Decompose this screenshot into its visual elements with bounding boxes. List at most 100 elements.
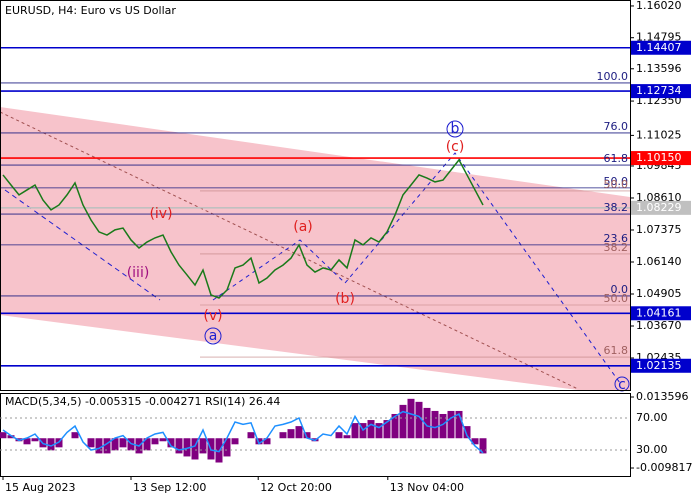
macd-bar	[287, 429, 295, 439]
macd-bar	[383, 420, 391, 439]
level-label: 1.08229	[636, 201, 682, 214]
fib-label: 61.8	[604, 152, 629, 165]
macd-bar	[31, 438, 39, 442]
macd-bar	[103, 438, 111, 454]
price-panel	[0, 0, 631, 391]
fib-label: 38.2	[604, 241, 629, 254]
macd-bar	[423, 407, 431, 439]
level-box	[631, 84, 691, 99]
x-tick-label: 13 Sep 12:00	[133, 481, 206, 494]
x-tick-label: 12 Oct 20:00	[260, 481, 332, 494]
macd-bar	[471, 438, 479, 445]
x-tick-label: 15 Aug 2023	[5, 481, 75, 494]
level-box	[631, 151, 691, 166]
macd-bar	[87, 438, 95, 448]
wave-label: (c)	[446, 139, 465, 155]
level-box	[631, 306, 691, 321]
y-tick-label: 1.13596	[636, 62, 682, 75]
macd-bar	[335, 432, 343, 439]
macd-bar	[279, 432, 287, 439]
macd-bar	[167, 438, 175, 448]
level-label: 1.14407	[636, 41, 682, 54]
wave-label: (b)	[335, 291, 355, 307]
level-box	[631, 40, 691, 55]
level-box	[631, 358, 691, 373]
macd-bar	[0, 432, 7, 439]
macd-bar	[263, 438, 271, 445]
macd-bar	[95, 438, 103, 454]
macd-bar	[479, 438, 487, 454]
y-tick-label: 1.03670	[636, 319, 682, 332]
y-tick-label: 1.07375	[636, 223, 682, 236]
wave-label: b	[451, 121, 460, 137]
wave-label: (iv)	[149, 206, 172, 222]
wave-label: (v)	[203, 308, 222, 324]
y-tick-label: 70.00	[636, 411, 668, 424]
macd-bar	[463, 426, 471, 439]
macd-bar	[191, 438, 199, 460]
wave-label: (iii)	[127, 265, 150, 281]
macd-bar	[231, 438, 239, 445]
macd-bar	[295, 426, 303, 439]
level-box	[631, 200, 691, 215]
macd-bar	[143, 438, 151, 451]
macd-bar	[343, 435, 351, 439]
y-tick-label: 1.04905	[636, 287, 682, 300]
macd-bar	[303, 432, 311, 439]
y-tick-label: 0.013596	[636, 390, 689, 403]
macd-bar	[455, 410, 463, 439]
macd-bar	[375, 423, 383, 439]
fib-label: 50.0	[604, 175, 629, 188]
fib-label: 100.0	[597, 70, 629, 83]
macd-bar	[447, 410, 455, 439]
price-line	[2, 158, 484, 299]
channel-mid	[0, 111, 579, 390]
macd-bar	[431, 410, 439, 439]
y-tick-label: 1.16020	[636, 0, 682, 12]
wave-line	[212, 152, 621, 384]
fib-label: 0.0	[611, 283, 629, 296]
macd-bar	[151, 438, 159, 445]
y-tick-label: 1.08610	[636, 191, 682, 204]
macd-bar	[23, 438, 31, 445]
y-tick-label: 1.11025	[636, 128, 682, 141]
level-label: 1.10150	[636, 151, 682, 164]
macd-bar	[439, 413, 447, 439]
macd-bar	[7, 435, 15, 439]
macd-bar	[111, 438, 119, 451]
macd-bar	[119, 438, 127, 448]
macd-bar	[183, 438, 191, 457]
macd-bar	[247, 432, 255, 439]
wave-label: (a)	[293, 219, 313, 235]
fib-label: 50.0	[604, 292, 629, 305]
level-label: 1.12734	[636, 84, 682, 97]
wave-label: a	[209, 328, 218, 344]
level-label: 1.02135	[636, 359, 682, 372]
y-tick-label: 1.14795	[636, 31, 682, 44]
macd-bar	[47, 438, 55, 451]
fib-label: 50.0	[604, 178, 629, 191]
macd-bar	[159, 438, 167, 442]
fib-label: 76.0	[604, 120, 629, 133]
wave-circle	[204, 327, 222, 345]
macd-bar	[199, 438, 207, 454]
macd-bar	[351, 423, 359, 439]
indicator-title: MACD(5,34,5) -0.005315 -0.004271 RSI(14)…	[5, 395, 280, 408]
macd-bar	[415, 401, 423, 439]
macd-bar	[71, 432, 79, 439]
macd-bar	[407, 398, 415, 439]
x-tick-label: 13 Nov 04:00	[390, 481, 464, 494]
y-tick-label: -0.009817	[636, 461, 692, 474]
y-tick-label: 30.00	[636, 443, 668, 456]
wave-label: c	[618, 377, 626, 393]
fib-label: 23.6	[604, 232, 629, 245]
rsi-line	[2, 410, 484, 454]
macd-bar	[391, 413, 399, 439]
level-label: 1.04161	[636, 306, 682, 319]
macd-bar	[399, 404, 407, 439]
wave-circle	[446, 120, 464, 138]
macd-bar	[223, 438, 231, 457]
macd-bar	[255, 438, 263, 445]
macd-bar	[175, 438, 183, 454]
